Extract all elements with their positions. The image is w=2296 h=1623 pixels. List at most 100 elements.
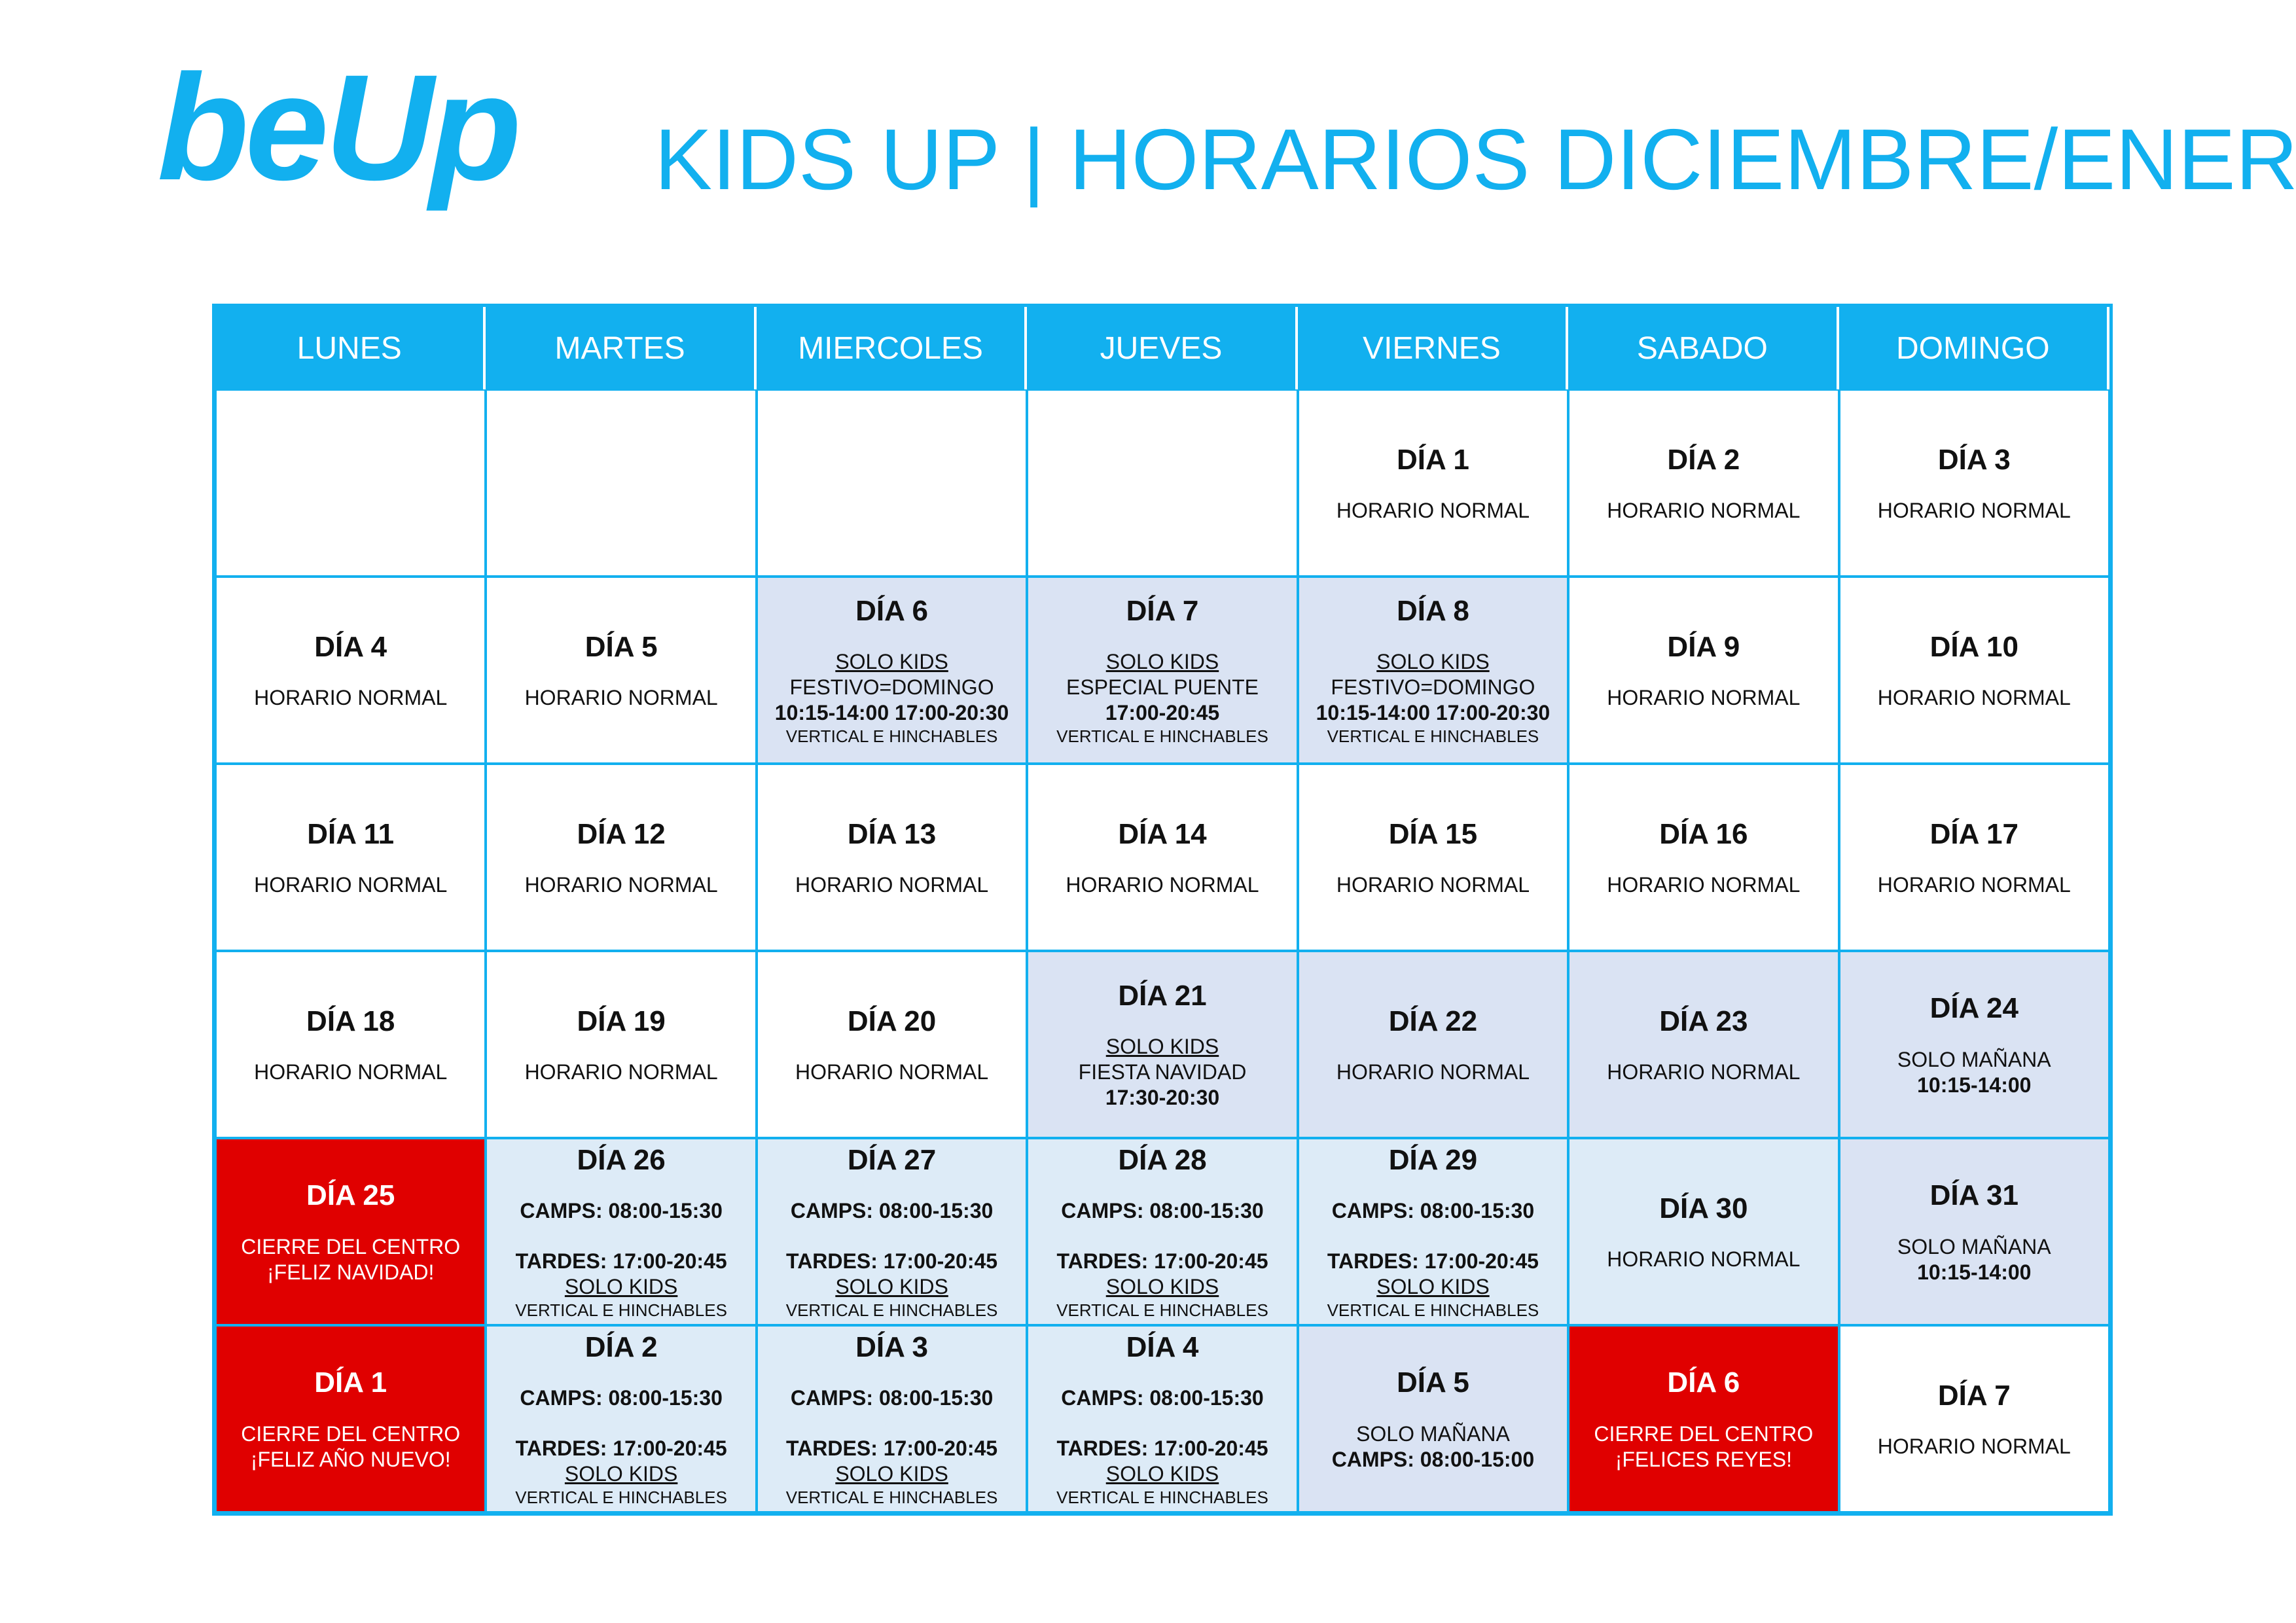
day-label: DÍA 13: [847, 817, 937, 850]
schedule-line: ¡FELIZ AÑO NUEVO!: [250, 1447, 451, 1471]
schedule-line: HORARIO NORMAL: [524, 873, 718, 897]
day-cell: DÍA 3 CAMPS: 08:00-15:30 TARDES: 17:00-20:…: [756, 1325, 1028, 1512]
schedule-line: CAMPS: 08:00-15:00: [1331, 1447, 1535, 1471]
schedule-line: CAMPS: 08:00-15:30: [520, 1199, 723, 1223]
day-cell: DÍA 9 HORARIO NORMAL: [1568, 577, 1839, 764]
day-cell: DÍA 27 CAMPS: 08:00-15:30 TARDES: 17:00-20…: [756, 1138, 1028, 1325]
schedule-line: TARDES: 17:00-20:45: [1056, 1436, 1268, 1461]
day-label: DÍA 28: [1118, 1143, 1207, 1176]
day-cell: DÍA 7 HORARIO NORMAL: [1839, 1325, 2109, 1512]
schedule-line: SOLO KIDS: [1376, 650, 1490, 674]
day-cell: DÍA 22 HORARIO NORMAL: [1297, 951, 1569, 1138]
day-cell: DÍA 4 CAMPS: 08:00-15:30 TARDES: 17:00-20:…: [1027, 1325, 1298, 1512]
schedule-line: SOLO MAÑANA: [1356, 1421, 1510, 1446]
schedule-line: SOLO KIDS: [1105, 1035, 1219, 1059]
day-cell: DÍA 23 HORARIO NORMAL: [1568, 951, 1839, 1138]
day-cell: DÍA 31 SOLO MAÑANA 10:15-14:00: [1839, 1138, 2109, 1325]
schedule-line: SOLO KIDS: [835, 1275, 948, 1299]
day-label: DÍA 18: [306, 1005, 395, 1037]
day-cell: [486, 389, 757, 577]
day-label: DÍA 16: [1659, 817, 1748, 850]
schedule-line: HORARIO NORMAL: [254, 1060, 448, 1084]
column-header: LUNES: [215, 307, 486, 389]
day-label: DÍA 24: [1929, 992, 2018, 1025]
day-cell: DÍA 2 CAMPS: 08:00-15:30 TARDES: 17:00-20:…: [486, 1325, 757, 1512]
day-label: DÍA 2: [584, 1330, 658, 1363]
schedule-line: SOLO KIDS: [1105, 1462, 1219, 1486]
day-label: DÍA 5: [584, 630, 658, 663]
day-label: DÍA 25: [306, 1179, 395, 1212]
schedule-line: 17:30-20:30: [1105, 1086, 1220, 1110]
day-cell: DÍA 2 HORARIO NORMAL: [1568, 389, 1839, 577]
column-header: SABADO: [1568, 307, 1839, 389]
schedule-line: VERTICAL E HINCHABLES: [785, 1300, 998, 1320]
day-cell: [1027, 389, 1298, 577]
column-header: MIERCOLES: [756, 307, 1028, 389]
day-cell: DÍA 25 CIERRE DEL CENTRO ¡FELIZ NAVIDAD!: [215, 1138, 486, 1325]
schedule-line: VERTICAL E HINCHABLES: [1056, 1300, 1268, 1320]
schedule-line: TARDES: 17:00-20:45: [1056, 1249, 1268, 1274]
page-title: KIDS UP | HORARIOS DICIEMBRE/ENERO: [655, 111, 2296, 207]
schedule-line: 10:15-14:00 17:00-20:30: [1316, 701, 1551, 725]
schedule-line: FESTIVO=DOMINGO: [1331, 675, 1535, 700]
day-label: DÍA 4: [314, 630, 387, 663]
schedule-line: SOLO KIDS: [835, 650, 948, 674]
column-header: MARTES: [486, 307, 757, 389]
schedule-line: CIERRE DEL CENTRO: [241, 1421, 461, 1446]
day-cell: DÍA 17 HORARIO NORMAL: [1839, 764, 2109, 951]
schedule-line: HORARIO NORMAL: [1877, 1435, 2071, 1459]
day-cell: DÍA 8 SOLO KIDS FESTIVO=DOMINGO 10:15-14:00…: [1297, 577, 1569, 764]
day-cell: DÍA 5 HORARIO NORMAL: [486, 577, 757, 764]
day-cell: DÍA 29 CAMPS: 08:00-15:30 TARDES: 17:00-20…: [1297, 1138, 1569, 1325]
day-label: DÍA 27: [847, 1143, 937, 1176]
day-cell: DÍA 14 HORARIO NORMAL: [1027, 764, 1298, 951]
day-label: DÍA 30: [1659, 1192, 1748, 1224]
day-cell: DÍA 1 HORARIO NORMAL: [1297, 389, 1569, 577]
schedule-line: HORARIO NORMAL: [1607, 686, 1801, 710]
day-cell: DÍA 6 SOLO KIDS FESTIVO=DOMINGO 10:15-14:00…: [756, 577, 1028, 764]
day-cell: DÍA 26 CAMPS: 08:00-15:30 TARDES: 17:00-20…: [486, 1138, 757, 1325]
schedule-line: HORARIO NORMAL: [1607, 873, 1801, 897]
day-cell: DÍA 1 CIERRE DEL CENTRO ¡FELIZ AÑO NUEVO!: [215, 1325, 486, 1512]
schedule-line: VERTICAL E HINCHABLES: [1056, 726, 1268, 746]
day-cell: DÍA 5 SOLO MAÑANA CAMPS: 08:00-15:00: [1297, 1325, 1569, 1512]
day-cell: DÍA 3 HORARIO NORMAL: [1839, 389, 2109, 577]
day-label: DÍA 12: [577, 817, 666, 850]
schedule-line: ¡FELIZ NAVIDAD!: [266, 1260, 435, 1284]
schedule-line: SOLO MAÑANA: [1897, 1047, 2051, 1071]
schedule-line: 17:00-20:45: [1105, 701, 1220, 725]
schedule-line: TARDES: 17:00-20:45: [515, 1249, 727, 1274]
day-cell: DÍA 28 CAMPS: 08:00-15:30 TARDES: 17:00-20…: [1027, 1138, 1298, 1325]
column-header: DOMINGO: [1839, 307, 2109, 389]
schedule-line: HORARIO NORMAL: [1336, 499, 1530, 523]
day-label: DÍA 11: [307, 817, 395, 850]
day-label: DÍA 7: [1126, 594, 1199, 627]
schedule-table: LUNES MARTES MIERCOLES JUEVES VIERNES SABADO D…: [212, 304, 2113, 1516]
schedule-line: SOLO KIDS: [1105, 650, 1219, 674]
schedule-line: HORARIO NORMAL: [524, 1060, 718, 1084]
schedule-line: VERTICAL E HINCHABLES: [1056, 1487, 1268, 1507]
schedule-line: HORARIO NORMAL: [795, 1060, 989, 1084]
schedule-line: 10:15-14:00 17:00-20:30: [774, 701, 1009, 725]
day-cell: DÍA 11 HORARIO NORMAL: [215, 764, 486, 951]
day-label: DÍA 7: [1937, 1379, 2011, 1412]
day-label: DÍA 20: [847, 1005, 937, 1037]
schedule-line: CIERRE DEL CENTRO: [1594, 1421, 1814, 1446]
day-cell: DÍA 16 HORARIO NORMAL: [1568, 764, 1839, 951]
day-cell: DÍA 4 HORARIO NORMAL: [215, 577, 486, 764]
schedule-line: CAMPS: 08:00-15:30: [790, 1199, 994, 1223]
day-label: DÍA 21: [1118, 979, 1207, 1012]
schedule-line: FIESTA NAVIDAD: [1078, 1060, 1247, 1084]
schedule-line: HORARIO NORMAL: [254, 873, 448, 897]
schedule-line: HORARIO NORMAL: [1877, 686, 2071, 710]
day-cell: DÍA 18 HORARIO NORMAL: [215, 951, 486, 1138]
schedule-line: VERTICAL E HINCHABLES: [785, 726, 998, 746]
day-label: DÍA 14: [1118, 817, 1207, 850]
schedule-line: TARDES: 17:00-20:45: [786, 1436, 998, 1461]
day-label: DÍA 3: [1937, 443, 2011, 476]
day-label: DÍA 19: [577, 1005, 666, 1037]
day-cell: DÍA 12 HORARIO NORMAL: [486, 764, 757, 951]
schedule-line: CIERRE DEL CENTRO: [241, 1234, 461, 1258]
day-label: DÍA 15: [1388, 817, 1478, 850]
